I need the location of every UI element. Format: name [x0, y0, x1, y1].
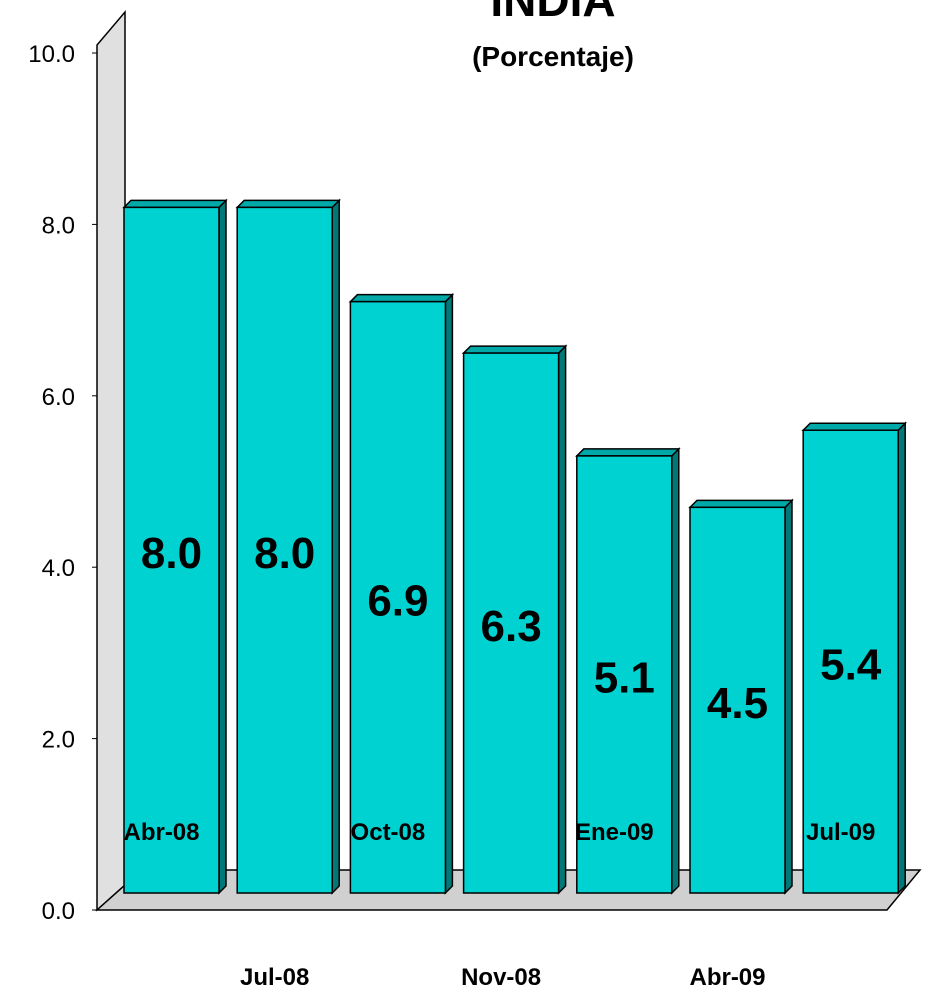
bar — [801, 421, 908, 895]
bar-front — [802, 429, 899, 894]
x-tick-label: Oct-08 — [351, 819, 426, 846]
bar-front — [462, 352, 560, 894]
bar — [574, 447, 681, 895]
x-tick-label: Ene-09 — [575, 819, 654, 846]
bar-top — [348, 293, 455, 303]
x-tick-label: Nov-08 — [461, 964, 541, 991]
value-label: 6.9 — [367, 576, 428, 625]
bar-front — [236, 206, 333, 894]
bar-top — [574, 448, 681, 457]
bar-top — [461, 345, 568, 354]
bar — [688, 498, 794, 895]
bar-side — [671, 447, 680, 895]
value-label: 6.3 — [481, 602, 542, 651]
value-label: 8.0 — [141, 529, 202, 578]
y-tick-label: 2.0 — [42, 727, 75, 754]
side-wall — [96, 9, 126, 912]
value-label: 4.5 — [707, 679, 768, 728]
bar-top — [688, 499, 794, 509]
y-tick-label: 6.0 — [42, 384, 75, 411]
bar — [348, 292, 455, 895]
bar-side — [444, 292, 454, 895]
y-tick-label: 4.0 — [42, 555, 75, 582]
bar-side — [557, 344, 567, 895]
bar-front — [349, 300, 447, 894]
y-tick-label: 10.0 — [28, 41, 75, 68]
bar — [122, 198, 228, 895]
chart-subtitle: (Porcentaje) — [472, 41, 634, 72]
bar-side — [897, 421, 906, 895]
x-tick-label: Jul-09 — [806, 819, 875, 846]
bar-side — [784, 498, 793, 895]
bar-front — [689, 506, 786, 894]
bar-side — [331, 198, 340, 895]
x-tick-label: Abr-09 — [689, 964, 765, 991]
x-tick-label: Jul-08 — [240, 964, 309, 991]
bar — [461, 344, 568, 895]
bar-side — [218, 198, 227, 895]
x-tick-label: Abr-08 — [123, 819, 199, 846]
bar-front — [576, 455, 673, 894]
bar — [235, 198, 342, 895]
y-tick-label: 8.0 — [42, 212, 75, 239]
bar-top — [235, 199, 342, 209]
bar-front — [123, 206, 220, 894]
y-tick-label: 0.0 — [42, 898, 75, 925]
value-label: 8.0 — [254, 529, 315, 578]
bar-top — [122, 199, 228, 209]
value-label: 5.4 — [820, 641, 882, 690]
chart-title: INDIA — [490, 0, 615, 26]
value-label: 5.1 — [594, 653, 655, 702]
bar-top — [801, 422, 908, 431]
